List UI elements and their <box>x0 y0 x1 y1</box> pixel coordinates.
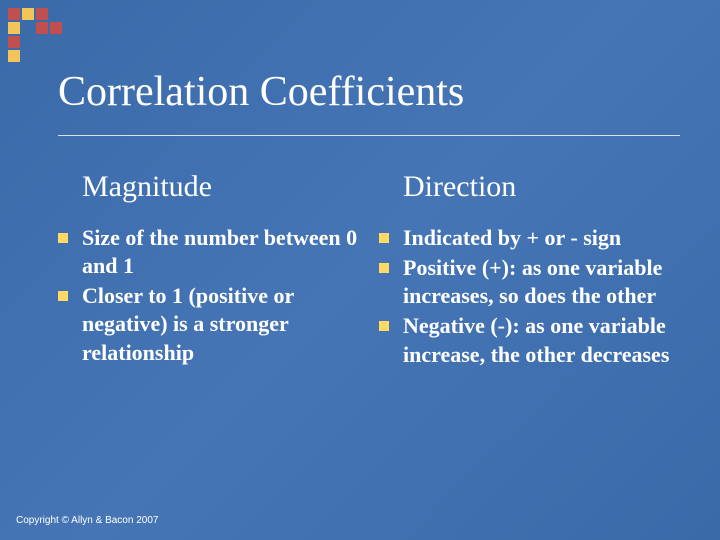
copyright-footer: Copyright © Allyn & Bacon 2007 <box>16 515 158 526</box>
bullet-item: Negative (-): as one variable increase, … <box>379 312 680 368</box>
left-bullets: Size of the number between 0 and 1Closer… <box>58 224 359 367</box>
corner-decoration <box>8 8 62 62</box>
deco-cell <box>8 22 20 34</box>
deco-cell <box>50 36 62 48</box>
right-heading: Direction <box>403 170 680 204</box>
deco-cell <box>36 50 48 62</box>
deco-cell <box>22 8 34 20</box>
deco-cell <box>50 22 62 34</box>
deco-cell <box>50 8 62 20</box>
deco-cell <box>22 36 34 48</box>
bullet-item: Closer to 1 (positive or negative) is a … <box>58 282 359 366</box>
left-heading: Magnitude <box>82 170 359 204</box>
bullet-item: Size of the number between 0 and 1 <box>58 224 359 280</box>
bullet-item: Indicated by + or - sign <box>379 224 680 252</box>
deco-cell <box>8 50 20 62</box>
right-column: Direction Indicated by + or - signPositi… <box>379 170 680 371</box>
deco-cell <box>8 36 20 48</box>
deco-cell <box>36 22 48 34</box>
right-bullets: Indicated by + or - signPositive (+): as… <box>379 224 680 369</box>
slide-title: Correlation Coefficients <box>58 68 464 116</box>
content-columns: Magnitude Size of the number between 0 a… <box>58 170 680 371</box>
left-column: Magnitude Size of the number between 0 a… <box>58 170 359 371</box>
title-underline <box>58 135 680 136</box>
deco-cell <box>36 36 48 48</box>
bullet-item: Positive (+): as one variable increases,… <box>379 254 680 310</box>
deco-cell <box>22 22 34 34</box>
deco-cell <box>22 50 34 62</box>
deco-cell <box>36 8 48 20</box>
deco-cell <box>8 8 20 20</box>
deco-cell <box>50 50 62 62</box>
